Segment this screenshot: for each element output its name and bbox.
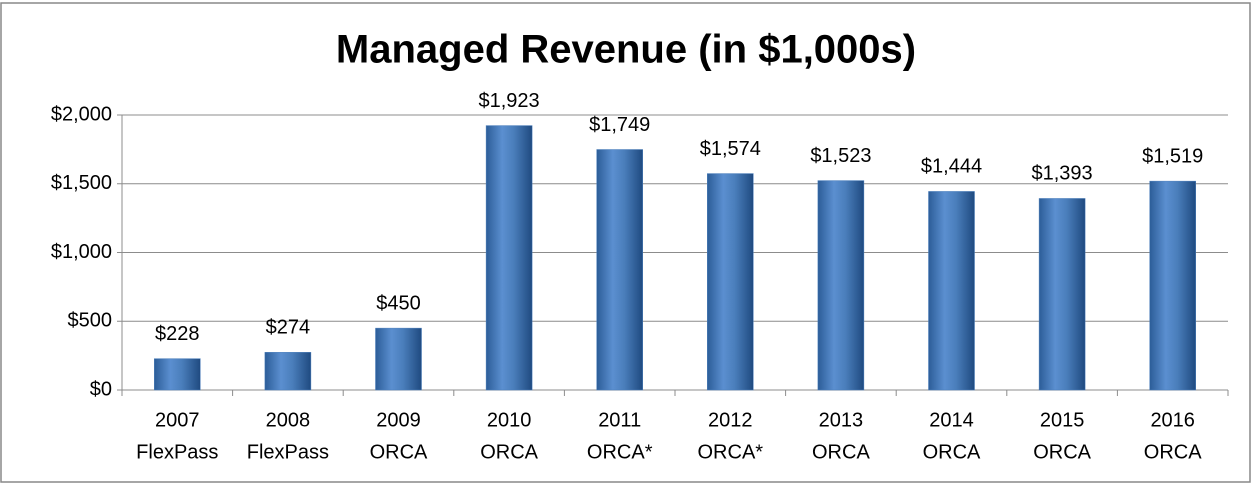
data-label: $1,923: [479, 90, 540, 112]
x-tick-label: ORCA: [1033, 441, 1091, 463]
bar: [154, 358, 201, 391]
x-tick-label: FlexPass: [136, 441, 218, 463]
data-label: $1,444: [921, 156, 982, 178]
x-tick-label: 2010: [487, 409, 532, 431]
data-label: $1,519: [1142, 145, 1203, 167]
x-tick-label: ORCA: [370, 441, 428, 463]
x-tick-label: ORCA: [812, 441, 870, 463]
x-tick-label: 2011: [598, 409, 641, 431]
bar: [596, 149, 643, 391]
y-tick-label: $2,000: [51, 103, 112, 125]
y-tick-label: $500: [68, 310, 113, 332]
x-tick-label: 2014: [929, 409, 974, 431]
bar: [928, 191, 975, 391]
bar: [817, 180, 865, 391]
x-tick-label: 2007: [155, 409, 200, 431]
x-tick-label: ORCA: [923, 441, 981, 463]
x-tick-label: 2012: [708, 409, 753, 431]
bar: [1149, 180, 1196, 391]
x-tick-label: 2009: [376, 409, 421, 431]
data-label: $274: [266, 317, 311, 339]
x-tick-label: FlexPass: [247, 441, 329, 463]
y-tick-label: $1,000: [51, 241, 112, 263]
y-tick-label: $0: [90, 378, 112, 400]
data-label: $1,523: [810, 145, 871, 167]
bar: [264, 352, 312, 391]
x-tick-label: ORCA*: [587, 441, 653, 463]
chart-title: Managed Revenue (in $1,000s): [336, 28, 916, 72]
data-label: $450: [376, 292, 421, 314]
x-tick-label: 2015: [1040, 409, 1085, 431]
y-tick-label: $1,500: [51, 172, 112, 194]
bar: [707, 173, 754, 391]
data-label: $1,393: [1032, 163, 1093, 185]
x-tick-label: 2013: [819, 409, 864, 431]
data-label: $1,749: [589, 114, 650, 136]
data-label: $228: [155, 323, 200, 345]
x-tick-label: 2008: [266, 409, 311, 431]
x-tick-label: ORCA*: [698, 441, 764, 463]
bar: [485, 125, 533, 391]
data-label: $1,574: [700, 138, 761, 160]
bar: [1038, 198, 1086, 391]
x-tick-label: 2016: [1150, 409, 1195, 431]
bar: [375, 327, 422, 391]
x-tick-label: ORCA: [1144, 441, 1202, 463]
x-tick-label: ORCA: [480, 441, 538, 463]
